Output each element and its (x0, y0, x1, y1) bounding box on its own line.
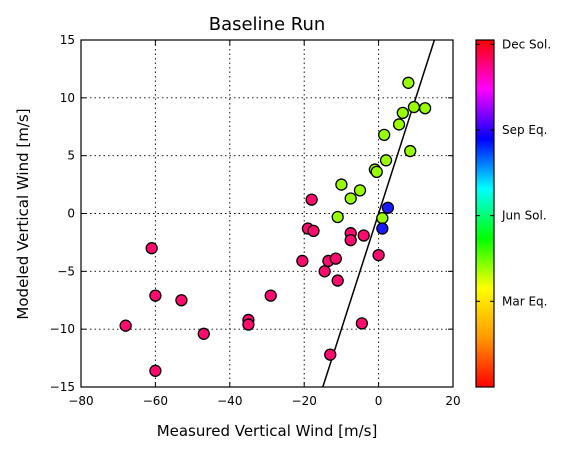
data-point (372, 248, 385, 262)
data-point (379, 154, 393, 167)
data-point (119, 319, 132, 332)
chart-title: Baseline Run (209, 14, 326, 35)
colorbar (475, 39, 495, 388)
data-point (396, 106, 409, 120)
data-point (331, 210, 344, 224)
data-point (307, 224, 320, 238)
y-tick-label: −15 (50, 380, 75, 394)
x-tick-label: −80 (68, 394, 93, 408)
data-point (296, 254, 309, 268)
data-point (324, 348, 337, 361)
data-point (335, 178, 348, 191)
x-axis-ticks: −80 −60 −40 −20 0 20 (68, 40, 461, 408)
y-tick-label: 5 (67, 149, 75, 163)
data-point (175, 294, 188, 307)
data-point (392, 118, 406, 131)
data-point (376, 211, 389, 225)
data-point (344, 192, 357, 205)
data-point (318, 265, 331, 278)
data-point (329, 252, 342, 265)
data-point (404, 144, 417, 158)
data-point (378, 128, 391, 141)
y-tick-label: 15 (60, 33, 75, 47)
data-point (418, 102, 432, 115)
x-tick-label: −20 (292, 394, 317, 408)
x-tick-label: −60 (143, 394, 168, 408)
x-tick-label: 20 (445, 394, 460, 408)
data-point (242, 318, 255, 331)
colorbar-tick-label: Mar Eq. (502, 294, 547, 308)
y-axis-label: Modeled Vertical Wind [m/s] (14, 108, 32, 319)
colorbar-ticks: Dec Sol. Sep Eq. Jun Sol. Mar Eq. (476, 37, 551, 308)
colorbar-tick-label: Sep Eq. (502, 123, 547, 137)
data-point (353, 184, 367, 197)
data-points (119, 76, 432, 377)
data-point (355, 317, 369, 330)
data-point (264, 289, 277, 302)
y-tick-label: −5 (57, 264, 75, 278)
y-axis-ticks: −15 −10 −5 0 5 10 15 (50, 33, 453, 394)
data-point (402, 76, 415, 89)
x-tick-label: 0 (375, 394, 383, 408)
data-point (344, 233, 357, 247)
y-tick-label: 0 (67, 207, 75, 221)
data-point (305, 193, 318, 206)
colorbar-tick-label: Dec Sol. (502, 37, 551, 51)
colorbar-tick-label: Jun Sol. (501, 209, 547, 223)
data-point (145, 242, 158, 255)
data-point (149, 289, 162, 302)
grid-lines (81, 40, 453, 387)
data-point (376, 222, 389, 235)
data-point (197, 327, 210, 340)
y-tick-label: −10 (50, 322, 75, 336)
x-tick-label: −40 (217, 394, 242, 408)
data-point (331, 274, 344, 287)
data-point (370, 165, 383, 179)
data-point (149, 364, 162, 377)
data-point (407, 100, 421, 114)
y-tick-label: 10 (60, 91, 75, 105)
x-axis-label: Measured Vertical Wind [m/s] (157, 422, 378, 440)
data-point (381, 201, 395, 214)
data-point (357, 229, 370, 242)
